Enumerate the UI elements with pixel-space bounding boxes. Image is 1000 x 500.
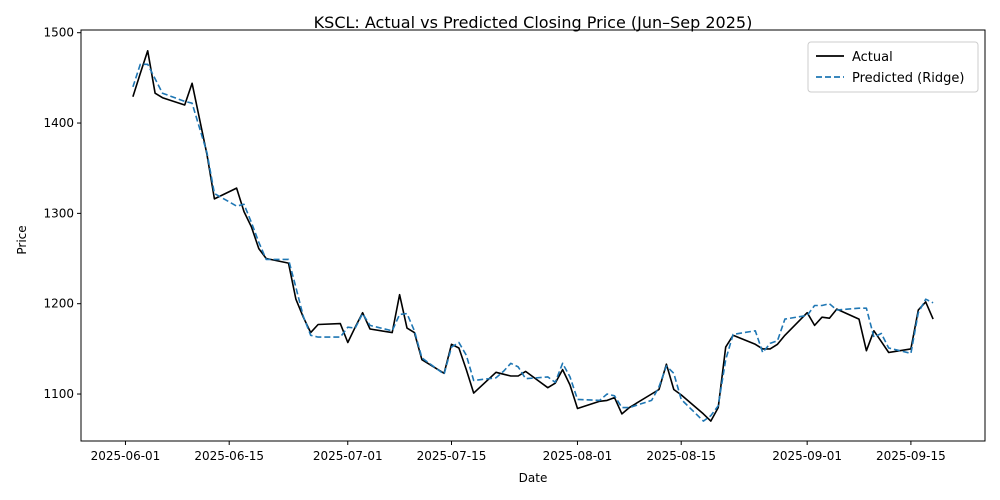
chart-title: KSCL: Actual vs Predicted Closing Price … (314, 13, 753, 32)
legend: Actual Predicted (Ridge) (807, 41, 979, 93)
y-axis-label: Price (15, 225, 29, 254)
legend-actual-label: Actual (852, 50, 893, 65)
plot-area-frame (80, 29, 986, 442)
x-tick-label: 2025-07-15 (417, 449, 487, 463)
x-tick-label: 2025-08-15 (646, 449, 716, 463)
predicted-series-line (132, 63, 934, 422)
x-axis-label: Date (519, 471, 548, 485)
x-tick-label: 2025-06-01 (91, 449, 161, 463)
x-tick-label: 2025-06-15 (194, 449, 264, 463)
x-tick-label: 2025-09-15 (876, 449, 946, 463)
y-axis: 1100 1200 1300 1400 1500 (43, 26, 81, 401)
x-tick-label: 2025-08-01 (543, 449, 613, 463)
x-tick-label: 2025-09-01 (772, 449, 842, 463)
legend-predicted-label: Predicted (Ridge) (852, 71, 964, 86)
x-axis: 2025-06-01 2025-06-15 2025-07-01 2025-07-15… (91, 441, 946, 463)
y-tick-label: 1300 (43, 206, 74, 220)
actual-series-line (132, 49, 934, 422)
legend-box (807, 41, 979, 93)
x-tick-label: 2025-07-01 (313, 449, 383, 463)
series-layer (132, 49, 934, 422)
y-tick-label: 1200 (43, 297, 74, 311)
y-tick-label: 1100 (43, 387, 74, 401)
y-tick-label: 1400 (43, 116, 74, 130)
y-tick-label: 1500 (43, 26, 74, 40)
